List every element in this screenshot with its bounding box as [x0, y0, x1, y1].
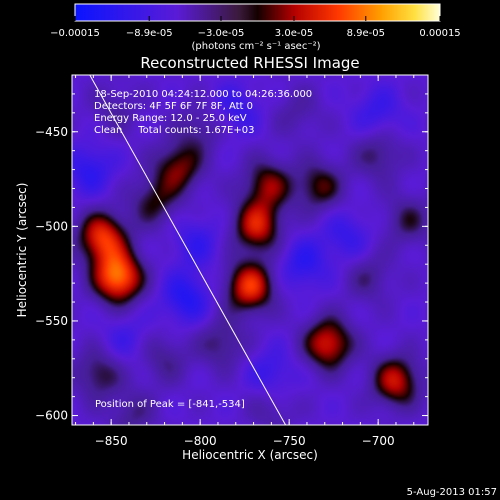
- colorbar-tick-label: −0.00015: [50, 28, 100, 39]
- footer-timestamp: 5-Aug-2013 01:57: [407, 487, 497, 498]
- colorbar-label: (photons cm⁻² s⁻¹ asec⁻²): [191, 41, 320, 52]
- x-tick-label: −800: [184, 434, 217, 448]
- annotation-total-counts: Clean Total counts: 1.67E+03: [94, 125, 254, 136]
- colorbar-tick-label: −3.0e-05: [198, 28, 245, 39]
- annotation-time-range: 18-Sep-2010 04:24:12.000 to 04:26:36.000: [94, 89, 312, 100]
- colorbar-tick-label: 3.0e-05: [275, 28, 313, 39]
- y-axis: −450 −500 −550 −600: [35, 74, 428, 423]
- annotation-block: 18-Sep-2010 04:24:12.000 to 04:26:36.000…: [94, 89, 312, 136]
- y-axis-label: Heliocentric Y (arcsec): [15, 183, 29, 318]
- x-tick-label: −850: [95, 434, 128, 448]
- colorbar: −0.00015 −8.9e-05 −3.0e-05 3.0e-05 8.9e-05 0.…: [50, 3, 461, 52]
- solar-limb-line: [89, 75, 287, 425]
- colorbar-tick-label: 8.9e-05: [347, 28, 385, 39]
- colorbar-tick-label: 0.00015: [419, 28, 460, 39]
- x-tick-label: −750: [273, 434, 306, 448]
- colorbar-gradient: [74, 3, 441, 22]
- plot-frame: [71, 74, 429, 426]
- x-axis: −850 −800 −750 −700: [75, 75, 415, 448]
- y-tick-label: −500: [35, 219, 68, 233]
- colorbar-ticks: −0.00015 −8.9e-05 −3.0e-05 3.0e-05 8.9e-05 0.…: [50, 16, 461, 39]
- annotation-energy-range: Energy Range: 12.0 - 25.0 keV: [94, 113, 247, 124]
- peak-position-label: Position of Peak = [-841,-534]: [95, 399, 245, 410]
- annotation-detectors: Detectors: 4F 5F 6F 7F 8F, Att 0: [94, 101, 253, 112]
- heatmap-image: [72, 75, 428, 425]
- y-tick-label: −600: [35, 409, 68, 423]
- x-axis-label: Heliocentric X (arcsec): [182, 448, 318, 462]
- colorbar-tick-label: −8.9e-05: [126, 28, 173, 39]
- chart-title: Reconstructed RHESSI Image: [140, 54, 359, 72]
- y-tick-label: −450: [35, 125, 68, 139]
- y-tick-label: −550: [35, 314, 68, 328]
- x-tick-label: −700: [362, 434, 395, 448]
